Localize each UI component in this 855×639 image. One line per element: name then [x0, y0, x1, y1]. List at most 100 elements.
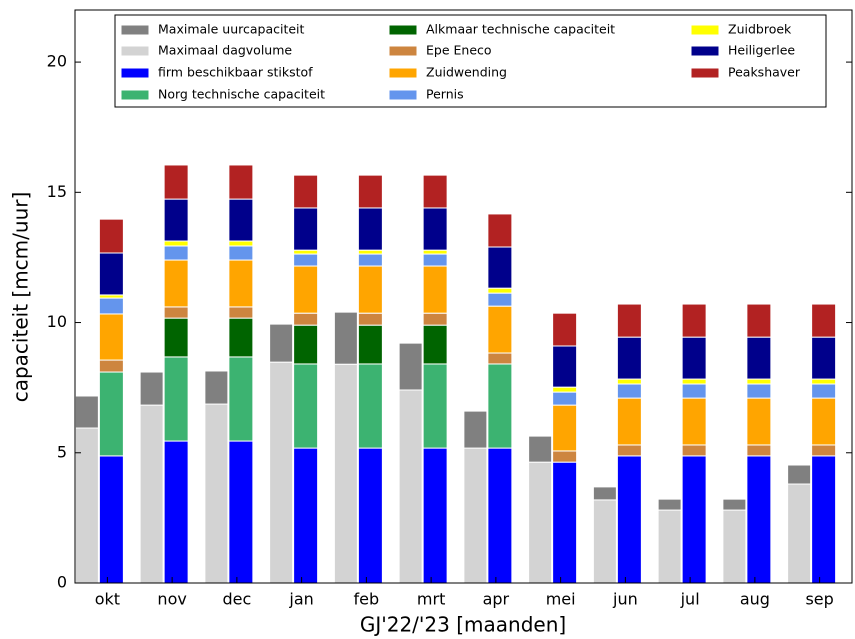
bar-segment	[487, 287, 513, 294]
bar-segment	[681, 383, 707, 399]
y-tick-label: 5	[57, 442, 67, 461]
bar-segment	[228, 259, 254, 308]
bar-segment	[98, 313, 124, 361]
bar-segment	[357, 265, 383, 314]
plot-area	[74, 164, 837, 584]
x-tick-label: jun	[612, 590, 638, 609]
x-tick-label: nov	[157, 590, 186, 609]
bar-segment	[163, 245, 189, 261]
y-axis-label: capaciteit [mcm/uur]	[9, 192, 33, 403]
bar-segment	[487, 246, 513, 289]
bar-segment	[228, 164, 254, 200]
bar-segment	[357, 363, 383, 449]
bar-segment	[746, 444, 772, 457]
legend-label: Zuidbroek	[728, 22, 792, 37]
x-tick-label: okt	[95, 590, 120, 609]
bar-segment	[98, 371, 124, 457]
legend-label: Pernis	[426, 87, 464, 102]
bar-segment	[293, 253, 319, 267]
bar-segment	[528, 461, 553, 584]
bar-segment	[746, 455, 772, 584]
legend-swatch	[120, 45, 150, 57]
x-tick-label: dec	[222, 590, 251, 609]
bar-segment	[746, 336, 772, 380]
bar-segment	[139, 404, 164, 584]
bar-segment	[228, 245, 254, 261]
bar-segment	[422, 312, 448, 326]
bar-segment	[293, 174, 319, 209]
legend-label: Epe Eneco	[426, 43, 492, 58]
legend-label: Zuidwending	[426, 65, 507, 80]
bar-segment	[204, 370, 229, 405]
legend-label: Norg technische capaciteit	[158, 87, 325, 102]
x-tick-label: feb	[354, 590, 380, 609]
bar-segment	[463, 447, 488, 584]
bar-segment	[787, 483, 812, 584]
legend-swatch	[388, 45, 418, 57]
legend-swatch	[120, 89, 150, 101]
bar-segment	[422, 253, 448, 267]
legend-label: Peakshaver	[728, 65, 801, 80]
bar-segment	[811, 336, 837, 380]
bar-segment	[422, 363, 448, 449]
bar-segment	[681, 444, 707, 457]
bar-segment	[422, 174, 448, 209]
bar-segment	[293, 447, 319, 584]
legend-swatch	[388, 89, 418, 101]
bar-segment	[398, 389, 423, 584]
bar-segment	[616, 378, 642, 385]
bar-segment	[422, 265, 448, 314]
bar-segment	[163, 164, 189, 200]
bar-segment	[487, 305, 513, 354]
bar-segment	[293, 249, 319, 255]
bar-segment	[422, 324, 448, 365]
bar-segment	[552, 461, 578, 584]
bar-segment	[681, 378, 707, 385]
bar-segment	[163, 440, 189, 584]
bar-segment	[357, 447, 383, 584]
bar-segment	[463, 410, 488, 449]
bar-segment	[228, 440, 254, 584]
legend-swatch	[120, 67, 150, 79]
bar-segment	[163, 259, 189, 308]
bar-segment	[552, 404, 578, 452]
bar-segment	[357, 207, 383, 251]
bar-segment	[228, 198, 254, 242]
bar-segment	[74, 395, 99, 429]
bar-segment	[204, 403, 229, 584]
bar-segment	[528, 435, 553, 463]
x-tick-label: sep	[805, 590, 833, 609]
bar-segment	[228, 317, 254, 358]
bar-segment	[163, 240, 189, 247]
bar-segment	[357, 174, 383, 209]
legend-swatch	[690, 45, 720, 57]
bar-segment	[487, 363, 513, 449]
bar-segment	[592, 499, 617, 584]
bar-segment	[422, 447, 448, 584]
x-tick-label: aug	[740, 590, 770, 609]
bar-segment	[98, 297, 124, 315]
bar-segment	[357, 253, 383, 267]
bar-segment	[552, 391, 578, 406]
bar-segment	[616, 303, 642, 338]
bar-segment	[592, 486, 617, 501]
bar-segment	[293, 324, 319, 365]
y-tick-label: 10	[47, 312, 67, 331]
bar-segment	[269, 361, 294, 584]
bar-segment	[681, 336, 707, 380]
bar-segment	[552, 345, 578, 388]
bar-segment	[357, 324, 383, 365]
bar-segment	[811, 455, 837, 584]
x-tick-label: mrt	[417, 590, 445, 609]
bar-segment	[487, 447, 513, 584]
bar-segment	[811, 303, 837, 338]
bar-segment	[98, 252, 124, 296]
bar-segment	[487, 292, 513, 307]
bar-segment	[657, 498, 682, 511]
bar-segment	[422, 249, 448, 255]
bar-segment	[746, 383, 772, 399]
bar-segment	[681, 397, 707, 446]
bar-segment	[811, 383, 837, 399]
bar-segment	[487, 213, 513, 248]
